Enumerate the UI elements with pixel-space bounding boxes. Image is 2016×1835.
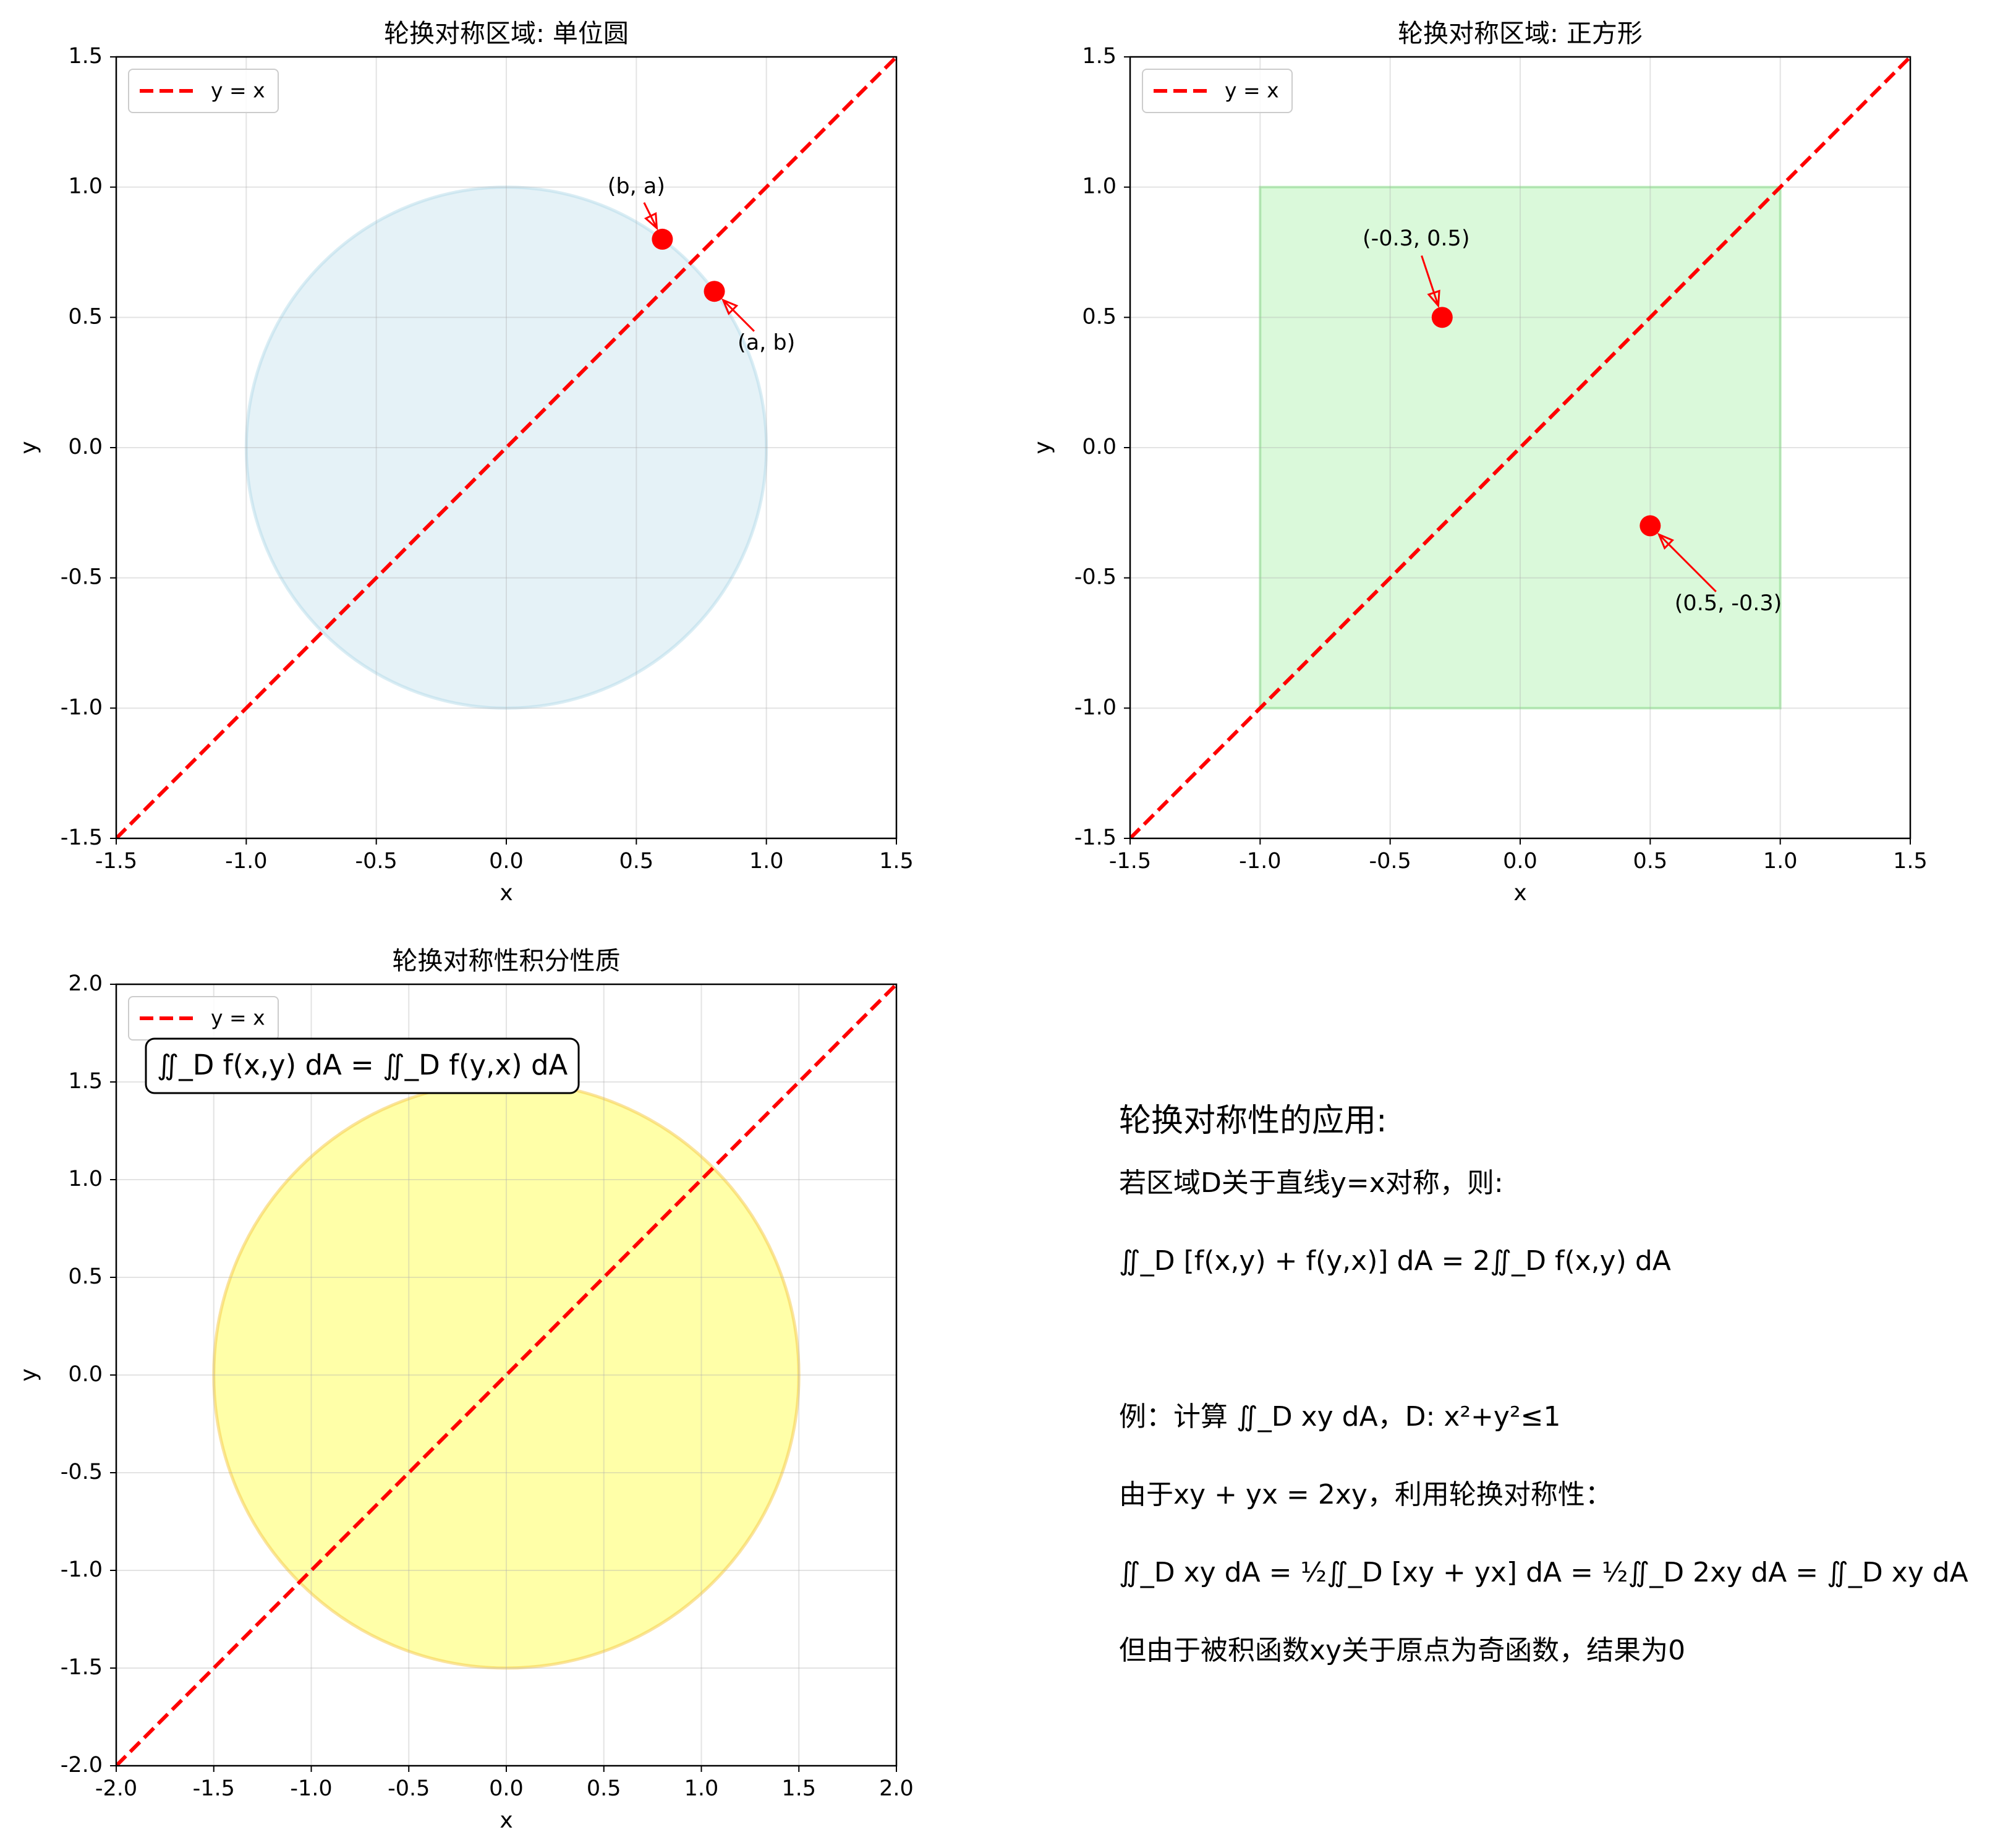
notes-line-5: 由于xy + yx = 2xy，利用轮换对称性： [1119, 1479, 1612, 1510]
y-tick-label: -2.0 [61, 1753, 103, 1778]
legend: y = x [128, 69, 279, 113]
legend-label: y = x [211, 79, 265, 103]
y-tick-label: 1.5 [68, 1069, 103, 1094]
x-tick-label: 2.0 [879, 1776, 914, 1801]
y-tick-label: 1.0 [68, 174, 103, 199]
x-tick-label: 0.5 [619, 849, 653, 874]
legend-box [1142, 69, 1293, 113]
y-equals-x-line [116, 57, 896, 838]
y-tick-label: -1.0 [61, 695, 103, 720]
x-tick-label: 1.0 [749, 849, 784, 874]
x-tick-label: 1.0 [1763, 849, 1798, 874]
notes-line-4: 例：计算 ∬_D xy dA，D: x²+y²≤1 [1119, 1401, 1561, 1433]
y-tick-label: -1.0 [1074, 695, 1116, 720]
x-axis-label: x [500, 1808, 513, 1833]
point-label: (-0.3, 0.5) [1363, 226, 1470, 251]
x-tick-label: -1.0 [225, 849, 267, 874]
x-tick-label: -2.0 [95, 1776, 137, 1801]
annotation-arrowhead [721, 298, 739, 315]
chart-title: 轮换对称区域: 正方形 [1398, 19, 1643, 48]
x-tick-label: -1.5 [95, 849, 137, 874]
y-axis-label: y [16, 441, 41, 454]
y-tick-label: -0.5 [1074, 565, 1116, 590]
x-tick-label: 0.0 [489, 849, 524, 874]
notes-heading: 轮换对称性的应用: [1119, 1102, 1387, 1139]
data-point [652, 228, 673, 250]
chart-2: (-0.3, 0.5) (0.5, -0.3) -1.5 -1.0 -0.5 0.0 0.5… [1030, 19, 1928, 906]
formula-box [145, 1037, 580, 1094]
notes-line-2: ∬_D [f(x,y) + f(y,x)] dA = 2∬_D f(x,y) d… [1119, 1245, 1671, 1277]
x-tick-label: -0.5 [388, 1776, 430, 1801]
x-tick-label: -1.5 [1109, 849, 1151, 874]
x-tick-label: 1.0 [684, 1776, 719, 1801]
x-tick-label: 0.5 [587, 1776, 621, 1801]
point-label: (a, b) [738, 330, 795, 355]
x-tick-label: -1.5 [193, 1776, 235, 1801]
legend-label: y = x [211, 1006, 265, 1030]
formula-text: ∬_D f(x,y) dA = ∬_D f(y,x) dA [157, 1049, 568, 1081]
chart-3: -2.0 -1.5 -1.0 -0.5 0.0 0.5 1.0 1.5 2.0 -2.0 -1.5 -… [16, 946, 914, 1833]
plot-area [116, 984, 896, 1766]
y-tick-label: 0.5 [1082, 304, 1116, 329]
plot-area [116, 57, 896, 838]
plot-area [1130, 57, 1910, 838]
notes-line-7: 但由于被积函数xy关于原点为奇函数，结果为0 [1119, 1635, 1686, 1666]
x-tick-label: 1.5 [1893, 849, 1928, 874]
notes-line-3 [1119, 1322, 1997, 1356]
annotation-arrowhead [1657, 532, 1675, 550]
notes-line-6: ∬_D xy dA = ½∬_D [xy + yx] dA = ½∬_D 2xy… [1119, 1557, 1968, 1588]
chart-title: 轮换对称区域: 单位圆 [384, 19, 629, 48]
x-tick-label: 0.5 [1633, 849, 1667, 874]
data-point [1640, 515, 1661, 537]
x-tick-label: -0.5 [1369, 849, 1411, 874]
y-axis-label: y [16, 1368, 41, 1381]
notes-line-1: 若区域D关于直线y=x对称，则: [1119, 1167, 1503, 1199]
x-axis-label: x [500, 880, 513, 906]
chart-title: 轮换对称性积分性质 [393, 946, 621, 976]
x-tick-label: 0.0 [1503, 849, 1538, 874]
data-point [704, 281, 725, 302]
y-axis-label: y [1030, 441, 1055, 454]
annotation-arrow [722, 299, 755, 332]
point-label: (b, a) [608, 174, 665, 199]
y-tick-label: -0.5 [61, 565, 103, 590]
y-tick-label: 1.5 [1082, 44, 1116, 69]
x-tick-label: 1.5 [879, 849, 914, 874]
y-tick-label: 2.0 [68, 971, 103, 996]
annotation-arrowhead [1427, 289, 1440, 309]
x-tick-label: -1.0 [290, 1776, 332, 1801]
y-tick-label: -1.5 [61, 1655, 103, 1680]
y-tick-label: 0.5 [68, 1264, 103, 1289]
y-tick-label: -0.5 [61, 1460, 103, 1484]
legend: y = x [128, 996, 279, 1041]
x-tick-label: -1.0 [1239, 849, 1281, 874]
x-tick-label: -0.5 [355, 849, 398, 874]
y-tick-label: 0.0 [1082, 435, 1116, 459]
y-equals-x-line [116, 984, 896, 1766]
x-tick-label: 0.0 [489, 1776, 524, 1801]
y-tick-label: -1.5 [61, 825, 103, 850]
y-tick-label: -1.0 [61, 1557, 103, 1582]
y-tick-label: 0.5 [68, 304, 103, 329]
y-tick-label: -1.5 [1074, 825, 1116, 850]
legend-box [128, 69, 279, 113]
notes-panel: 轮换对称性的应用: 若区域D关于直线y=x对称，则: ∬_D [f(x,y) +… [1119, 1101, 1997, 1711]
y-tick-label: 0.0 [68, 435, 103, 459]
legend: y = x [1142, 69, 1293, 113]
y-tick-label: 1.5 [68, 44, 103, 69]
x-tick-label: 1.5 [781, 1776, 816, 1801]
annotation-arrowhead [644, 211, 658, 231]
point-label: (0.5, -0.3) [1675, 591, 1782, 616]
formula-annotation: ∬_D f(x,y) dA = ∬_D f(y,x) dA [145, 1037, 580, 1094]
chart-1: (b, a) (a, b) -1.5 -1.0 -0.5 0.0 0.5 1.0 1.5 -1.5… [16, 19, 914, 906]
annotation-arrow [1421, 255, 1439, 306]
legend-label: y = x [1225, 79, 1279, 103]
data-point [1431, 307, 1453, 328]
y-equals-x-line [1130, 57, 1910, 838]
y-tick-label: 0.0 [68, 1362, 103, 1387]
y-tick-label: 1.0 [68, 1167, 103, 1191]
y-tick-label: 1.0 [1082, 174, 1116, 199]
x-axis-label: x [1513, 880, 1526, 906]
